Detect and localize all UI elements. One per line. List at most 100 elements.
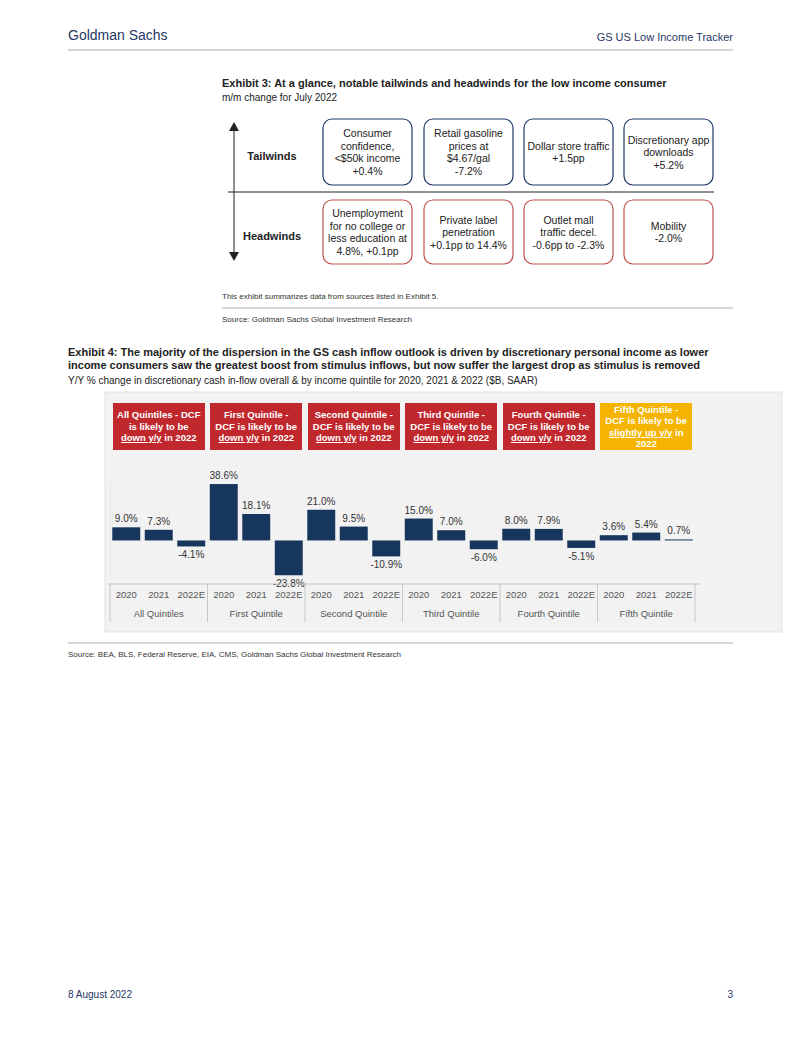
group-separator [597,584,598,622]
callout-emphasis: down y/y [218,432,259,443]
tailwinds-text: Dollar store traffic [527,140,609,152]
bar [372,540,400,556]
bar [535,529,563,541]
callout-part: in 2022 [359,432,391,443]
x-tick-label: 2021 [246,589,267,600]
data-label: 7.9% [537,515,560,526]
x-tick-label: 2020 [603,589,624,600]
tailwinds-text: prices at [449,140,489,152]
headwinds-text: Mobility [651,220,687,232]
headwinds-text: penetration [442,226,495,238]
bar [600,535,628,540]
chart-title: Exhibit 4: The majority of the dispersio… [68,346,738,372]
headwinds-text: less education at [328,232,407,244]
callout: Fourth Quintile - DCF is likely to be do… [503,403,595,450]
bar [405,519,433,541]
callout-part: Fourth Quintile - DCF is likely to be [508,409,590,432]
tailwinds-box [524,119,613,185]
callout: Fifth Quintile - DCF is likely to be sli… [600,403,692,450]
data-label: -6.0% [471,552,497,563]
x-axis-line [108,584,700,585]
data-label: 8.0% [505,515,528,526]
bar [145,530,173,541]
headwinds-label: Headwinds [243,230,301,242]
group-separator [402,584,403,622]
data-label: 7.3% [147,516,170,527]
headwinds-text: 4.8%, +0.1pp [336,245,398,257]
data-label: 9.5% [342,513,365,524]
tailwinds-text: Discretionary app [628,134,710,146]
data-label: -4.1% [178,549,204,560]
callout-part: Fifth Quintile - DCF is likely to be [605,404,687,427]
tailwinds-text: <$50k income [335,152,401,164]
group-label: Third Quintile [423,608,480,619]
group-separator [110,584,111,622]
tailwinds-box [323,119,412,185]
callout-text: Third Quintile - DCF is likely to be dow… [408,409,494,444]
bar [307,510,335,541]
callout-part: in 2022 [164,432,196,443]
tailwinds-text: +1.5pp [552,152,585,164]
headwinds-text: Private label [440,214,498,226]
headwinds-text: -2.0% [655,232,682,244]
data-label: 18.1% [242,500,270,511]
bars [112,484,692,575]
chart-subtitle: Y/Y % change in discretionary cash in-fl… [68,375,538,386]
exhibit3-subtitle: m/m change for July 2022 [222,92,337,103]
footer-page: 3 [727,989,733,1000]
data-label: -5.1% [568,551,594,562]
divider [228,191,714,192]
headwinds-box [323,200,412,264]
x-tick-label: 2022E [275,589,302,600]
callout-part: in 2022 [457,432,489,443]
tailwinds-text: Retail gasoline [434,127,503,139]
x-tick-label: 2020 [506,589,527,600]
arrow-up [229,122,239,131]
arrow-down [229,252,239,261]
headwinds-text: -0.6pp to -2.3% [533,239,605,251]
tailwinds-text: confidence, [341,140,395,152]
x-tick-label: 2022E [665,589,692,600]
callout: Third Quintile - DCF is likely to be dow… [405,403,497,450]
tailwinds-text: downloads [643,146,693,158]
bar [112,527,140,540]
callout-emphasis: down y/y [121,432,162,443]
headwinds-box [624,200,713,264]
callout-text: Fifth Quintile - DCF is likely to be sli… [603,404,689,450]
callout-part: Second Quintile - DCF is likely to be [313,409,395,432]
data-label: 21.0% [307,496,335,507]
bar [340,527,368,541]
callout-text: First Quintile - DCF is likely to be dow… [213,409,299,444]
exhibit3-rule [222,308,733,309]
exhibit3-note: This exhibit summarizes data from source… [222,292,439,301]
callout-emphasis: down y/y [511,432,552,443]
headwinds-box [524,200,613,264]
group-separator [695,584,696,622]
headwinds-text: traffic decel. [540,226,596,238]
bar [177,540,205,546]
callout-text: Second Quintile - DCF is likely to be do… [311,409,397,444]
x-tick-label: 2020 [116,589,137,600]
group-separator [305,584,306,622]
headwinds-text: Outlet mall [543,214,593,226]
callout-emphasis: down y/y [316,432,357,443]
callout-emphasis: down y/y [413,432,454,443]
x-tick-label: 2020 [311,589,332,600]
x-tick-label: 2020 [213,589,234,600]
x-tick-label: 2021 [148,589,169,600]
x-tick-label: 2021 [636,589,657,600]
exhibit3-title: Exhibit 3: At a glance, notable tailwind… [222,77,667,89]
group-separator [500,584,501,622]
headwinds-text: Unemployment [332,207,403,219]
x-tick-label: 2021 [441,589,462,600]
callout: Second Quintile - DCF is likely to be do… [308,403,400,450]
x-tick-label: 2021 [343,589,364,600]
data-label: -10.9% [370,559,402,570]
tailwinds-text: Consumer [343,127,392,139]
callout-text: All Quintiles - DCF is likely to be down… [116,409,202,444]
bar [275,540,303,575]
chart-panel [105,392,782,632]
header-right: GS US Low Income Tracker [597,31,733,43]
footer-date: 8 August 2022 [68,989,132,1000]
callout-part: Third Quintile - DCF is likely to be [410,409,492,432]
